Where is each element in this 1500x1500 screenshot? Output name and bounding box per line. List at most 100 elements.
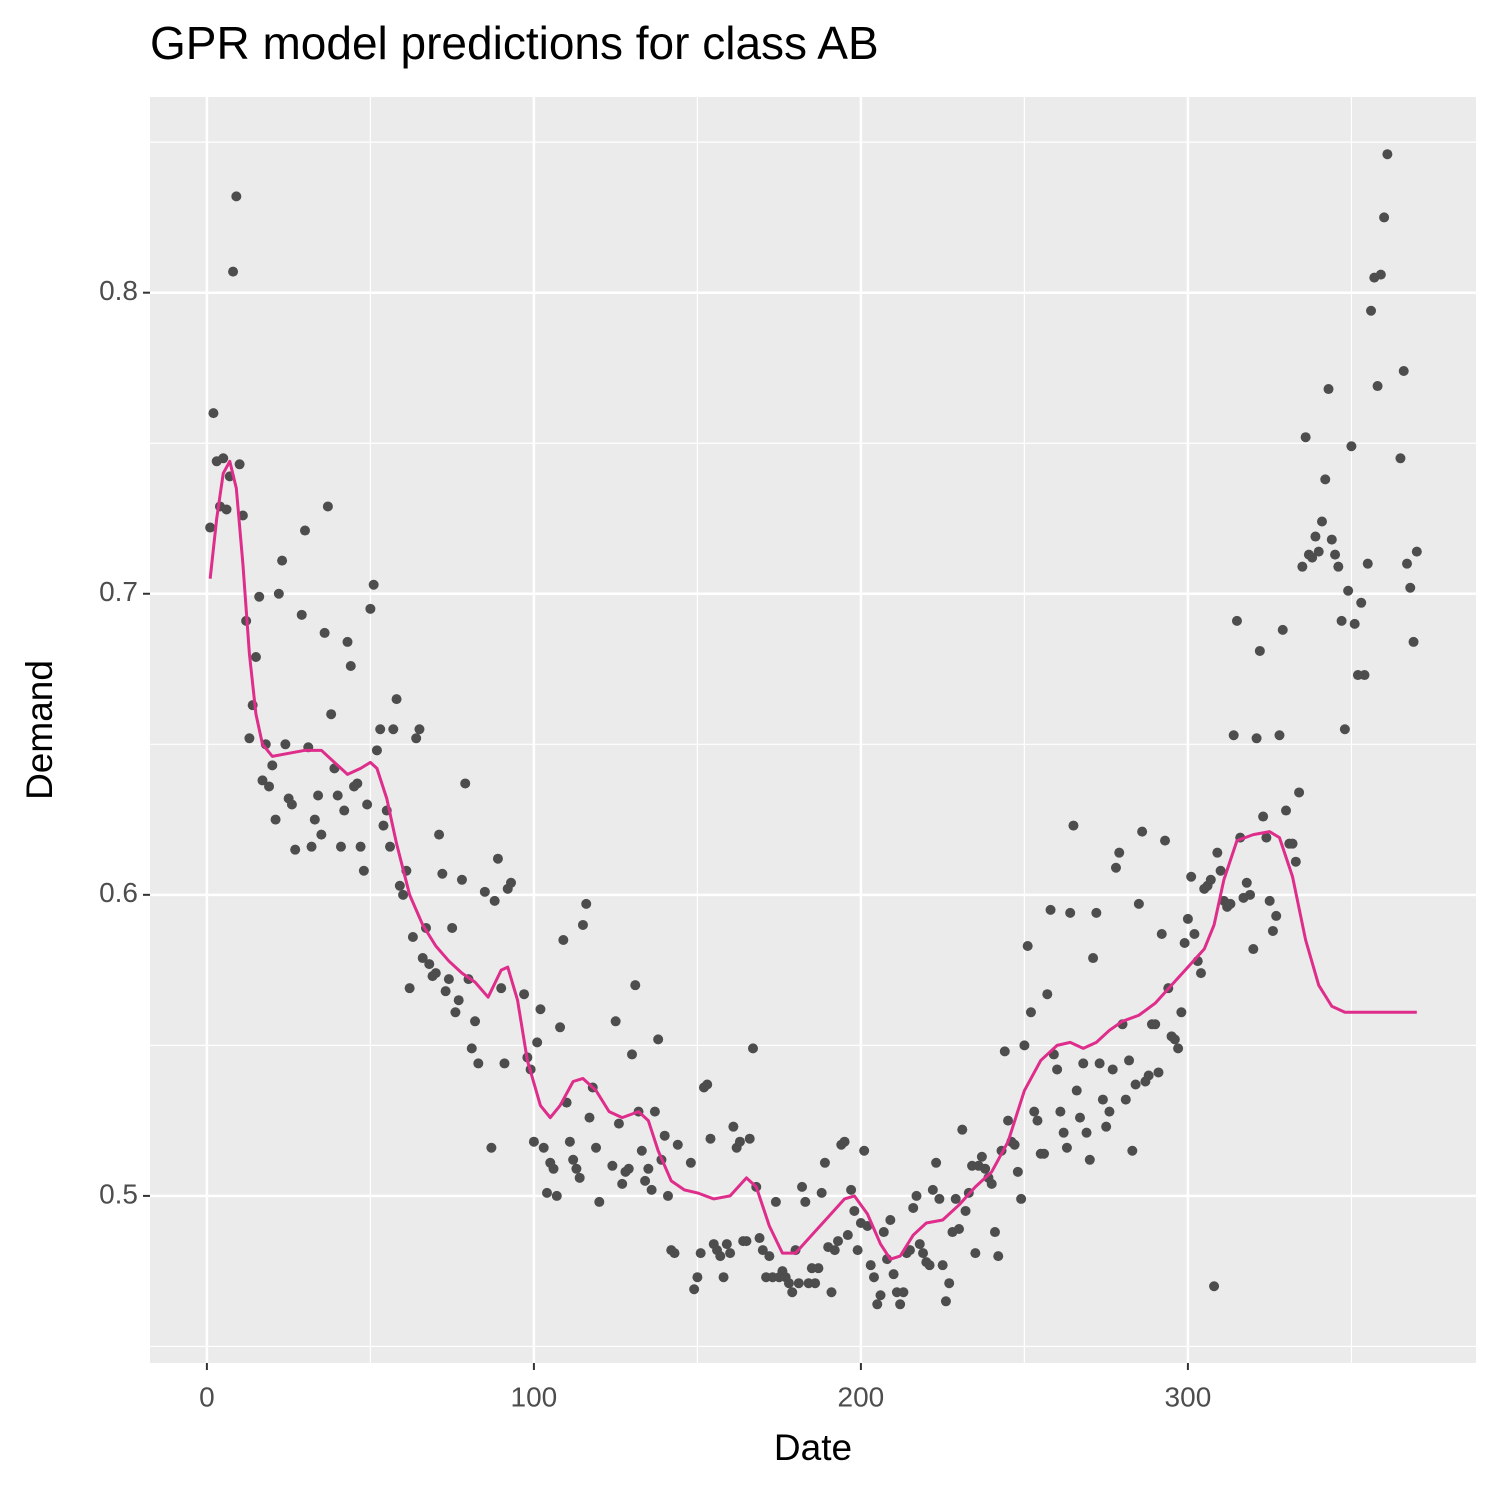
point bbox=[375, 724, 386, 735]
point bbox=[1379, 212, 1390, 223]
point bbox=[842, 1230, 853, 1241]
point bbox=[1333, 561, 1344, 572]
point bbox=[1290, 856, 1301, 867]
point bbox=[862, 1221, 873, 1232]
y-tick-label: 0.6 bbox=[99, 877, 138, 908]
x-tick-label: 0 bbox=[199, 1381, 215, 1412]
point bbox=[430, 968, 441, 979]
point bbox=[391, 694, 402, 705]
point bbox=[846, 1184, 857, 1195]
point bbox=[1019, 1040, 1030, 1051]
grid bbox=[150, 97, 1476, 1363]
point bbox=[1022, 941, 1033, 952]
point bbox=[826, 1287, 837, 1298]
point bbox=[1225, 898, 1236, 909]
point bbox=[414, 724, 425, 735]
point bbox=[1277, 624, 1288, 635]
point bbox=[927, 1184, 938, 1195]
point bbox=[702, 1079, 713, 1090]
point bbox=[1205, 874, 1216, 885]
point bbox=[627, 1049, 638, 1060]
point bbox=[394, 880, 405, 891]
point bbox=[244, 733, 255, 744]
point bbox=[1398, 365, 1409, 376]
point bbox=[954, 1224, 965, 1235]
point bbox=[355, 841, 366, 852]
point bbox=[208, 408, 219, 419]
point bbox=[581, 898, 592, 909]
point bbox=[630, 980, 641, 991]
axes: 0 100 200 300 0.5 0.6 0.7 0.8 bbox=[99, 275, 1211, 1412]
point bbox=[411, 733, 422, 744]
point bbox=[450, 1007, 461, 1018]
point bbox=[1254, 645, 1265, 656]
prediction-line bbox=[208, 459, 1417, 1261]
point bbox=[1343, 585, 1354, 596]
point bbox=[1029, 1106, 1040, 1117]
point bbox=[970, 1248, 981, 1259]
point bbox=[221, 504, 232, 515]
point bbox=[783, 1278, 794, 1289]
x-tick-label: 100 bbox=[511, 1381, 558, 1412]
point bbox=[937, 1260, 948, 1271]
point bbox=[492, 853, 503, 864]
point bbox=[1267, 925, 1278, 936]
point bbox=[1032, 1115, 1043, 1126]
point bbox=[234, 459, 245, 470]
point bbox=[1209, 1281, 1220, 1292]
point bbox=[228, 266, 239, 277]
point bbox=[885, 1214, 896, 1225]
point bbox=[878, 1227, 889, 1238]
point bbox=[1101, 1121, 1112, 1132]
point bbox=[849, 1205, 860, 1216]
point bbox=[299, 525, 310, 536]
point bbox=[1375, 269, 1386, 280]
point bbox=[1323, 384, 1334, 395]
point bbox=[918, 1248, 929, 1259]
point bbox=[434, 829, 445, 840]
point bbox=[1251, 733, 1262, 744]
point bbox=[1212, 847, 1223, 858]
point bbox=[273, 588, 284, 599]
point bbox=[934, 1193, 945, 1204]
point bbox=[1078, 1058, 1089, 1069]
point bbox=[1124, 1055, 1135, 1066]
point bbox=[437, 868, 448, 879]
point bbox=[290, 844, 301, 855]
point bbox=[613, 1118, 624, 1129]
point bbox=[1366, 305, 1377, 316]
point bbox=[460, 778, 471, 789]
point bbox=[296, 609, 307, 620]
point bbox=[895, 1299, 906, 1310]
point bbox=[816, 1187, 827, 1198]
point bbox=[1264, 895, 1275, 906]
point bbox=[388, 724, 399, 735]
point bbox=[770, 1196, 781, 1207]
point bbox=[577, 919, 588, 930]
point bbox=[623, 1163, 634, 1174]
point bbox=[1231, 615, 1242, 626]
point bbox=[833, 1236, 844, 1247]
point bbox=[1025, 1007, 1036, 1018]
point bbox=[257, 775, 268, 786]
point bbox=[1274, 730, 1285, 741]
point bbox=[904, 1245, 915, 1256]
point bbox=[528, 1136, 539, 1147]
chart-title: GPR model predictions for class AB bbox=[150, 17, 879, 69]
point bbox=[1326, 534, 1337, 545]
point bbox=[1189, 928, 1200, 939]
point bbox=[793, 1278, 804, 1289]
point bbox=[986, 1178, 997, 1189]
point bbox=[1297, 561, 1308, 572]
y-tick-label: 0.7 bbox=[99, 576, 138, 607]
point bbox=[636, 1145, 647, 1156]
point bbox=[1287, 838, 1298, 849]
point bbox=[1065, 907, 1076, 918]
point bbox=[368, 579, 379, 590]
point bbox=[342, 636, 353, 647]
point bbox=[568, 1154, 579, 1165]
point bbox=[721, 1239, 732, 1250]
point bbox=[1248, 944, 1259, 955]
point bbox=[250, 651, 261, 662]
